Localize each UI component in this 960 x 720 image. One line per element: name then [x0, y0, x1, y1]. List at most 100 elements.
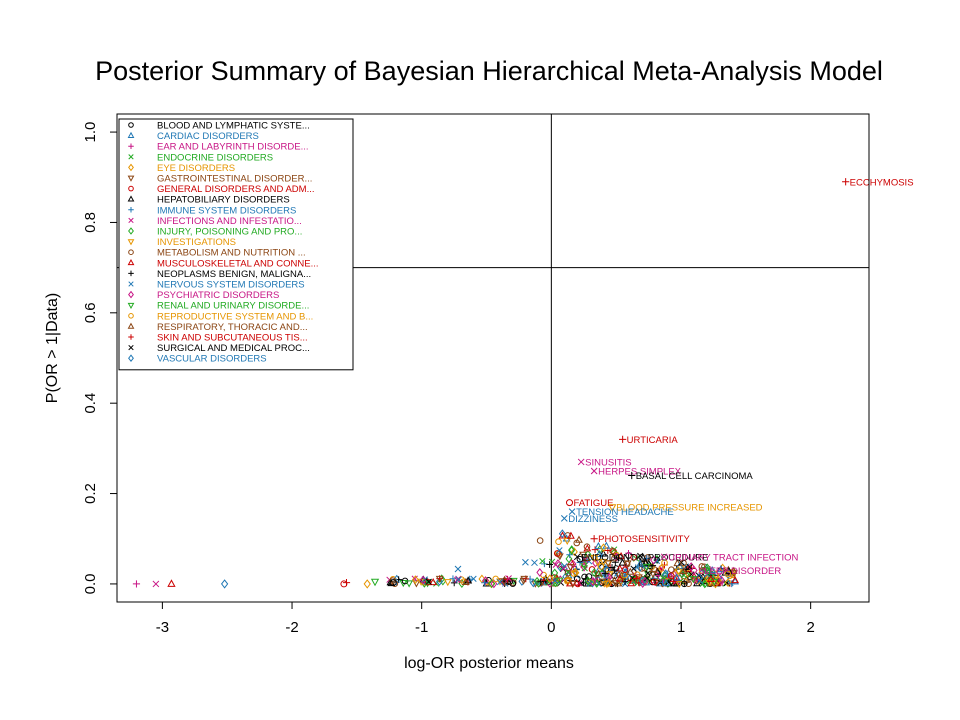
data-point	[621, 566, 629, 574]
data-point	[592, 558, 599, 568]
x-tick-label: -1	[415, 619, 428, 636]
data-point	[679, 566, 688, 575]
legend-entry: ENDOCRINE DISORDERS	[157, 152, 273, 163]
data-point	[564, 576, 572, 584]
data-point	[650, 578, 658, 586]
x-axis-label: log-OR posterior means	[404, 655, 574, 672]
data-point	[470, 575, 477, 582]
data-point	[496, 578, 504, 586]
data-point	[443, 579, 452, 587]
data-point	[701, 579, 709, 589]
legend-entry: CARDIAC DISORDERS	[157, 131, 259, 142]
data-point	[636, 559, 645, 567]
x-tick-label: 1	[677, 619, 685, 636]
data-point	[595, 549, 604, 558]
x-tick-label: -3	[156, 619, 169, 636]
data-point	[552, 561, 559, 568]
point-label: URINARY TRACT INFECTION	[668, 552, 798, 563]
x-tick-label: 0	[547, 619, 555, 636]
data-point	[220, 579, 229, 589]
data-point	[454, 576, 461, 584]
point-label: BASAL CELL CARCINOMA	[636, 471, 754, 482]
data-point	[611, 580, 620, 588]
legend-entry: INFECTIONS AND INFESTATIO...	[157, 216, 302, 227]
legend-marker	[128, 313, 134, 319]
legend-entry: RENAL AND URINARY DISORDE...	[157, 301, 309, 312]
data-point	[689, 576, 698, 584]
data-point	[672, 573, 681, 581]
data-point	[405, 580, 414, 588]
legend-entry: BLOOD AND LYMPHATIC SYSTE...	[157, 121, 310, 132]
data-point	[634, 574, 643, 582]
legend-entry: VASCULAR DISORDERS	[157, 354, 267, 365]
data-point	[680, 559, 687, 567]
data-point	[627, 579, 636, 587]
data-point	[601, 570, 609, 578]
data-point	[575, 535, 583, 543]
data-point	[623, 560, 631, 568]
data-point	[565, 554, 573, 564]
legend-marker	[128, 344, 134, 351]
data-point	[609, 547, 616, 555]
data-point	[594, 569, 603, 577]
data-point	[641, 558, 650, 566]
data-point	[639, 553, 647, 561]
legend-marker	[128, 143, 134, 149]
data-point	[580, 579, 587, 587]
data-point	[600, 571, 608, 579]
data-point	[505, 575, 512, 582]
data-point	[583, 544, 592, 552]
data-point	[662, 579, 671, 587]
data-point	[673, 558, 682, 567]
data-point	[681, 580, 688, 588]
legend-marker	[128, 290, 134, 299]
data-point	[546, 574, 554, 584]
data-point	[590, 554, 599, 563]
data-point	[715, 567, 723, 577]
data-points	[132, 529, 740, 589]
data-point	[436, 576, 443, 586]
legend-marker	[128, 334, 134, 340]
legend-entry: GENERAL DISORDERS AND ADM...	[157, 184, 315, 195]
data-point	[659, 574, 667, 582]
legend-entry: MUSCULOSKELETAL AND CONNE...	[157, 258, 319, 269]
legend-marker	[128, 249, 134, 255]
data-point	[708, 565, 717, 574]
legend-entry: INVESTIGATIONS	[157, 237, 236, 248]
data-point	[482, 576, 489, 586]
data-point	[536, 567, 544, 577]
legend-marker	[127, 322, 135, 329]
data-point	[710, 578, 719, 586]
data-point	[610, 576, 619, 584]
data-point	[363, 579, 371, 589]
data-point	[553, 550, 561, 557]
data-point	[608, 564, 616, 571]
y-tick-label: 0.2	[82, 483, 99, 504]
point-label: URTICARIA	[627, 435, 679, 446]
data-point	[342, 578, 351, 587]
legend-marker	[127, 175, 135, 182]
data-point	[615, 564, 624, 572]
data-point	[623, 560, 632, 568]
data-point	[728, 580, 736, 588]
labeled-point-marker	[690, 565, 698, 576]
data-point	[490, 579, 498, 589]
data-point	[674, 566, 682, 576]
legend-entry: METABOLISM AND NUTRITION ...	[157, 248, 306, 259]
labeled-point-marker	[560, 515, 568, 522]
data-point	[597, 563, 605, 570]
data-point	[568, 546, 575, 555]
data-point	[555, 538, 562, 546]
data-point	[564, 569, 572, 577]
labeled-point-marker	[842, 178, 850, 186]
data-point	[389, 579, 397, 587]
point-label: SLEEP DISORDER	[698, 566, 781, 577]
data-point	[132, 580, 141, 588]
data-point	[429, 578, 438, 586]
legend-entry: SURGICAL AND MEDICAL PROC...	[157, 343, 310, 354]
data-point	[706, 574, 715, 582]
data-point	[685, 580, 692, 587]
